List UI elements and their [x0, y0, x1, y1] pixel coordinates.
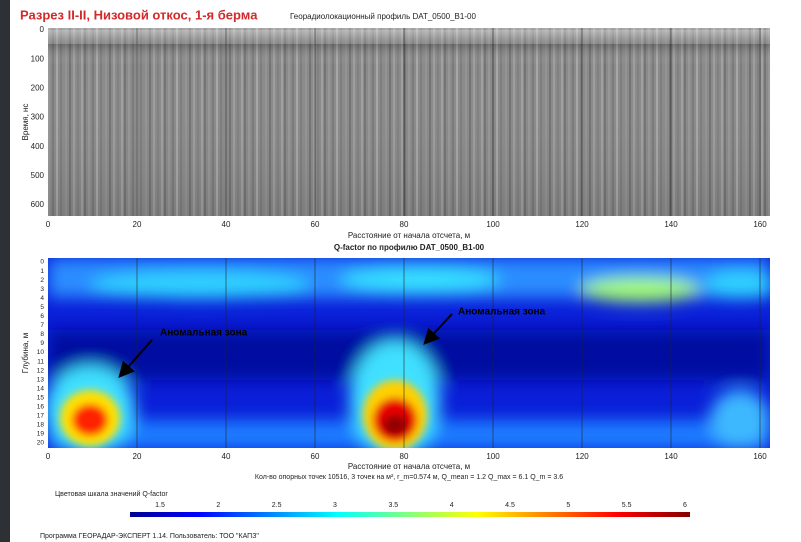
x-tick-label: 120: [575, 220, 589, 229]
colorbar-tick-label: 5: [566, 502, 570, 509]
radargram-title: Георадиолокационный профиль DAT_0500_B1-…: [290, 12, 476, 21]
y-tick-label: 7: [40, 322, 44, 329]
y-tick-label: 0: [40, 259, 44, 266]
y-tick-label: 200: [31, 83, 45, 92]
colorbar-tick-label: 1.5: [155, 502, 165, 509]
colorbar-tick-label: 2.5: [272, 502, 282, 509]
annotation: Аномальная зона: [160, 328, 248, 339]
x-tick-label: 120: [575, 452, 589, 461]
y-tick-label: 500: [31, 171, 45, 180]
arrow: [118, 339, 153, 378]
y-tick-label: 12: [37, 367, 45, 374]
colorbar-title: Цветовая шкала значений Q-factor: [55, 490, 168, 498]
y-tick-label: 8: [40, 331, 44, 338]
x-tick-label: 60: [311, 220, 320, 229]
y-tick-label: 4: [40, 295, 44, 302]
y-tick-label: 20: [37, 440, 45, 447]
colorbar-tick-label: 3: [333, 502, 337, 509]
x-tick-label: 0: [46, 220, 51, 229]
arrow: [423, 313, 453, 345]
colorbar-tick-label: 6: [683, 502, 687, 509]
x-tick-label: 40: [222, 220, 231, 229]
y-tick-label: 2: [40, 277, 44, 284]
radargram-shade: [48, 28, 770, 216]
x-axis-label: Расстояние от начала отсчета, м: [348, 231, 470, 240]
x-tick-label: 20: [133, 220, 142, 229]
y-axis-label: Время, нс: [21, 104, 30, 141]
footer: Программа ГЕОРАДАР-ЭКСПЕРТ 1.14. Пользов…: [40, 533, 259, 540]
x-tick-label: 140: [664, 452, 678, 461]
y-tick-label: 15: [37, 394, 45, 401]
page-title: Разрез II-II, Низовой откос, 1-я берма: [20, 7, 258, 22]
y-tick-label: 5: [40, 304, 44, 311]
y-tick-label: 0: [40, 25, 45, 34]
y-tick-label: 14: [37, 385, 45, 392]
y-tick-label: 6: [40, 313, 44, 320]
y-tick-label: 300: [31, 113, 45, 122]
y-axis-label: Глубина, м: [21, 333, 30, 374]
y-tick-label: 400: [31, 142, 45, 151]
qfactor-title: Q-factor по профилю DAT_0500_B1-00: [334, 243, 485, 252]
y-tick-label: 11: [37, 358, 44, 365]
y-tick-label: 13: [37, 376, 45, 383]
y-tick-label: 17: [37, 413, 45, 420]
x-tick-label: 160: [753, 220, 767, 229]
y-tick-label: 19: [37, 431, 45, 438]
annotation: Аномальная зона: [458, 307, 546, 318]
y-tick-label: 16: [37, 404, 45, 411]
stats: Кол-во опорных точек 10516, 3 точек на м…: [255, 474, 563, 481]
colorbar-tick-label: 3.5: [388, 502, 398, 509]
x-tick-label: 80: [400, 220, 409, 229]
y-tick-label: 600: [31, 200, 45, 209]
x-tick-label: 0: [46, 452, 51, 461]
x-tick-label: 20: [133, 452, 142, 461]
x-axis-label: Расстояние от начала отсчета, м: [348, 462, 470, 471]
y-tick-label: 18: [37, 422, 45, 429]
grid: [136, 28, 761, 448]
x-tick-label: 100: [486, 220, 500, 229]
y-tick-label: 1: [40, 268, 44, 275]
x-tick-label: 160: [753, 452, 767, 461]
x-tick-label: 140: [664, 220, 678, 229]
x-tick-label: 100: [486, 452, 500, 461]
y-tick-label: 9: [40, 340, 44, 347]
colorbar-tick-label: 4.5: [505, 502, 515, 509]
colorbar: [130, 512, 690, 517]
colorbar-tick-label: 4: [450, 502, 454, 509]
heatmap: [48, 258, 770, 448]
x-tick-label: 80: [400, 452, 409, 461]
y-tick-label: 3: [40, 286, 44, 293]
colorbar-tick-label: 5.5: [622, 502, 632, 509]
x-tick-label: 40: [222, 452, 231, 461]
radargram-surface: [48, 30, 770, 44]
x-tick-label: 60: [311, 452, 320, 461]
y-tick-label: 100: [31, 54, 45, 63]
colorbar-tick-label: 2: [216, 502, 220, 509]
y-tick-label: 10: [37, 349, 45, 356]
